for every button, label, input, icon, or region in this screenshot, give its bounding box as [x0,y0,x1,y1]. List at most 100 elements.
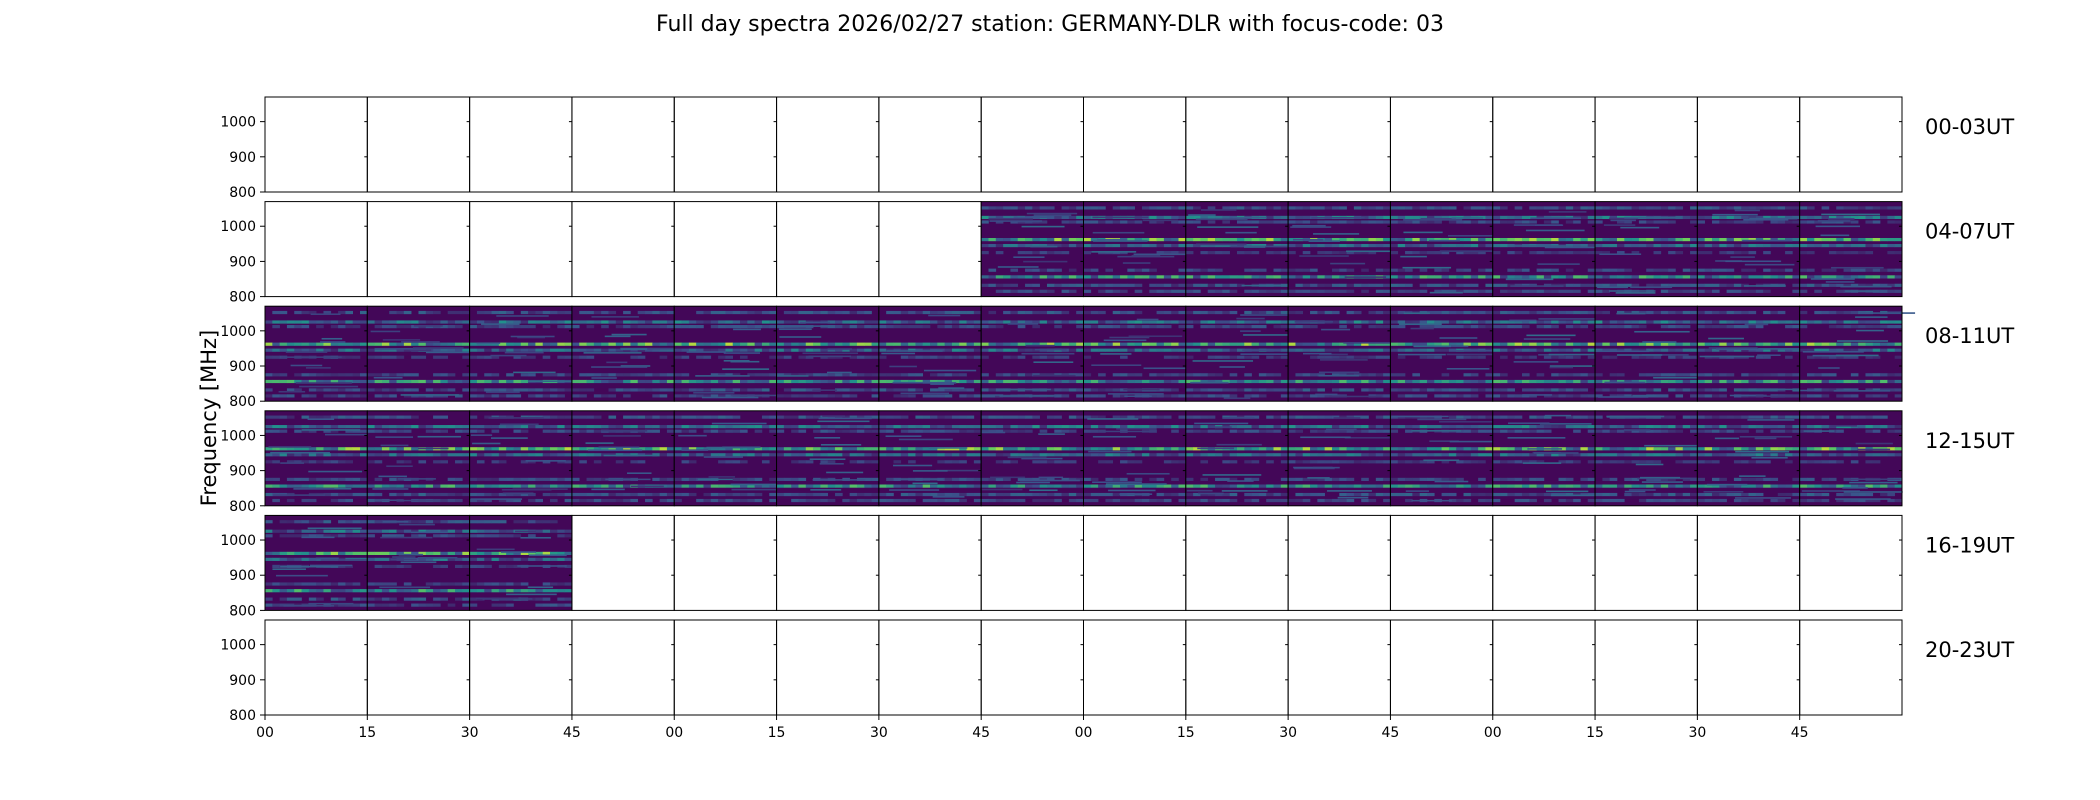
emission-band [681,394,690,398]
emission-band [1273,415,1282,419]
emission-band [747,484,755,488]
emission-band [1741,215,1749,220]
emission-band [571,348,580,352]
emission-band [930,484,938,488]
emission-band [915,325,924,329]
emission-band [1807,379,1815,384]
emission-band [769,425,777,429]
noise-line [1122,262,1151,264]
emission-band [1587,310,1596,315]
emission-band [1763,268,1771,272]
emission-band [1273,388,1282,392]
emission-band [528,325,536,329]
emission-band [1872,373,1881,377]
emission-band [791,492,799,497]
emission-band [827,425,836,429]
emission-band [1120,310,1128,315]
emission-band [330,429,339,433]
noise-line [470,434,493,436]
emission-band [367,447,375,451]
emission-band [1061,447,1070,451]
emission-band [791,460,799,464]
emission-band [447,492,456,497]
emission-band [1609,348,1618,352]
emission-band [1470,379,1479,384]
noise-line [1097,238,1127,241]
emission-band [959,348,967,352]
emission-band [1054,429,1062,433]
emission-band [1880,206,1888,210]
emission-band [1690,289,1698,293]
emission-band [1390,251,1399,255]
noise-line [1397,353,1446,356]
emission-band [476,484,485,488]
emission-band [374,320,383,324]
emission-band [1017,342,1026,346]
emission-band [1025,243,1033,248]
emission-band [1843,348,1852,352]
emission-band [1353,355,1362,359]
emission-band [469,425,478,429]
emission-band [440,460,448,464]
emission-band [1865,275,1874,279]
emission-band [769,310,777,315]
emission-band [1258,379,1267,384]
emission-band [966,453,975,457]
emission-band [681,388,690,392]
emission-band [1361,238,1369,242]
noise-line [1232,216,1267,219]
noise-line [778,328,812,331]
emission-band [498,388,507,392]
emission-band [1061,320,1070,324]
emission-band [1777,243,1786,248]
emission-band [330,484,339,488]
emission-band [272,355,280,359]
emission-band [1638,388,1647,392]
noise-line [1102,430,1156,433]
emission-band [1697,275,1705,279]
emission-band [1763,251,1771,255]
emission-band [645,492,653,497]
emission-band [1185,251,1194,255]
emission-band [1193,429,1201,433]
emission-band [1770,275,1779,279]
emission-band [1273,320,1282,324]
emission-band [513,394,522,398]
emission-band [1251,484,1260,488]
emission-band [484,355,492,359]
emission-band [871,484,880,488]
emission-band [718,325,726,329]
emission-band [1412,394,1420,398]
emission-band [973,425,982,429]
emission-band [937,348,945,352]
emission-band [1624,275,1632,279]
emission-band [1149,289,1157,293]
emission-band [1076,342,1084,346]
emission-band [827,342,836,346]
emission-band [1880,320,1888,324]
noise-line [504,351,544,354]
emission-band [1163,394,1172,398]
emission-band [1755,379,1764,384]
emission-band [1134,460,1143,464]
emission-band [1178,275,1187,279]
emission-band [1032,206,1040,210]
emission-band [1017,498,1026,503]
emission-band [951,342,960,346]
emission-band [1558,355,1567,359]
emission-band [630,425,639,429]
emission-band [1558,394,1567,398]
emission-band [1112,220,1121,224]
emission-band [747,425,755,429]
emission-band [995,484,1004,488]
emission-band [1054,415,1062,419]
emission-band [462,484,470,488]
emission-band [1171,238,1179,242]
emission-band [674,348,682,352]
emission-band [1653,275,1662,279]
emission-band [1215,238,1223,242]
emission-band [740,355,748,359]
emission-band [1792,215,1800,220]
emission-band [1573,275,1581,279]
emission-band [1412,289,1420,293]
